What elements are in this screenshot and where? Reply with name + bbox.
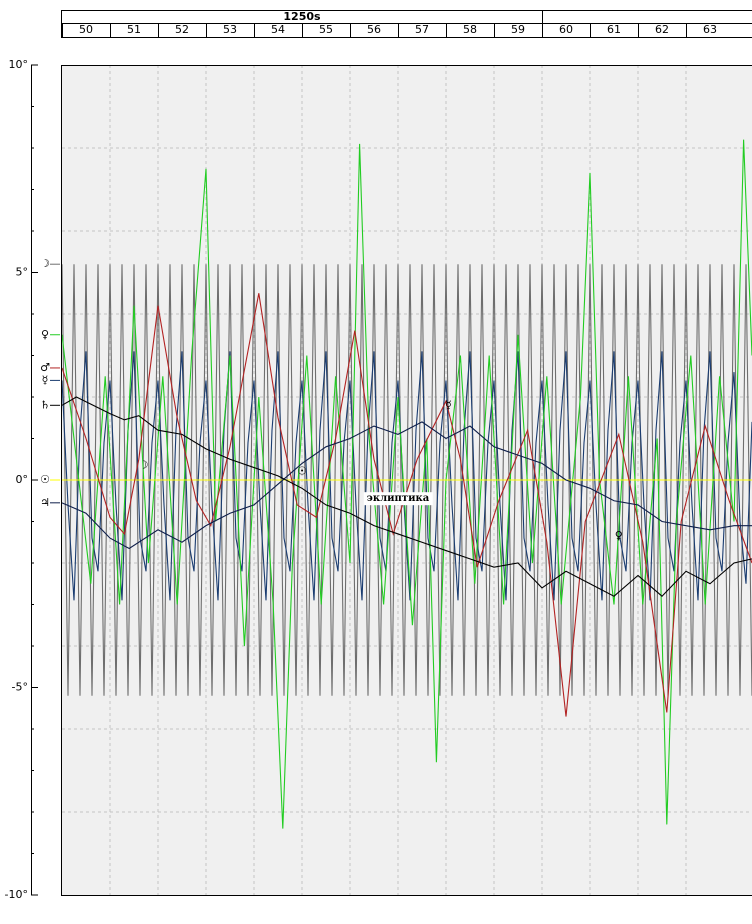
x-tick-label: 51 [127,23,141,36]
x-tick-label: 63 [703,23,717,36]
x-tick-label: 52 [175,23,189,36]
x-tick-label: 57 [415,23,429,36]
y-tick-label: 0° [16,473,29,486]
legend-glyph: ♂ [40,361,50,374]
decade-label: 1250s [283,10,321,23]
x-tick-label: 54 [271,23,285,36]
x-tick-label: 56 [367,23,381,36]
x-tick-label: 58 [463,23,477,36]
x-tick-label: 50 [79,23,93,36]
annotation: эклиптика [367,493,430,504]
y-tick-label: 5° [16,266,29,279]
series-lines [61,139,752,829]
series-line [61,396,752,597]
annotation: ☿ [445,398,452,411]
annotation: ☽ [139,458,149,471]
x-tick-label: 59 [511,23,525,36]
annotation: ☉ [297,465,307,478]
x-tick-label: 55 [319,23,333,36]
y-tick-label: 10° [9,58,29,71]
legend-glyph: ♄ [40,398,50,411]
legend-glyph: ☉ [40,473,50,486]
annotation-box [363,492,433,506]
x-tick-label: 60 [559,23,573,36]
legend-glyph: ☿ [42,373,49,386]
y-tick-label: -5° [12,681,28,694]
series-line [61,139,752,829]
y-tick-label: -10° [5,888,28,901]
x-tick-label: 62 [655,23,669,36]
x-tick-label: 61 [607,23,621,36]
series-line [61,421,752,550]
legend-glyph: ☽ [40,257,50,270]
legend-glyph: ♃ [40,496,50,509]
annotation: ♀ [615,529,623,542]
overlay: эклиптика ☽ ☉ ☿ ♀ [139,398,623,542]
x-tick-label: 53 [223,23,237,36]
legend-glyph: ♀ [41,328,49,341]
